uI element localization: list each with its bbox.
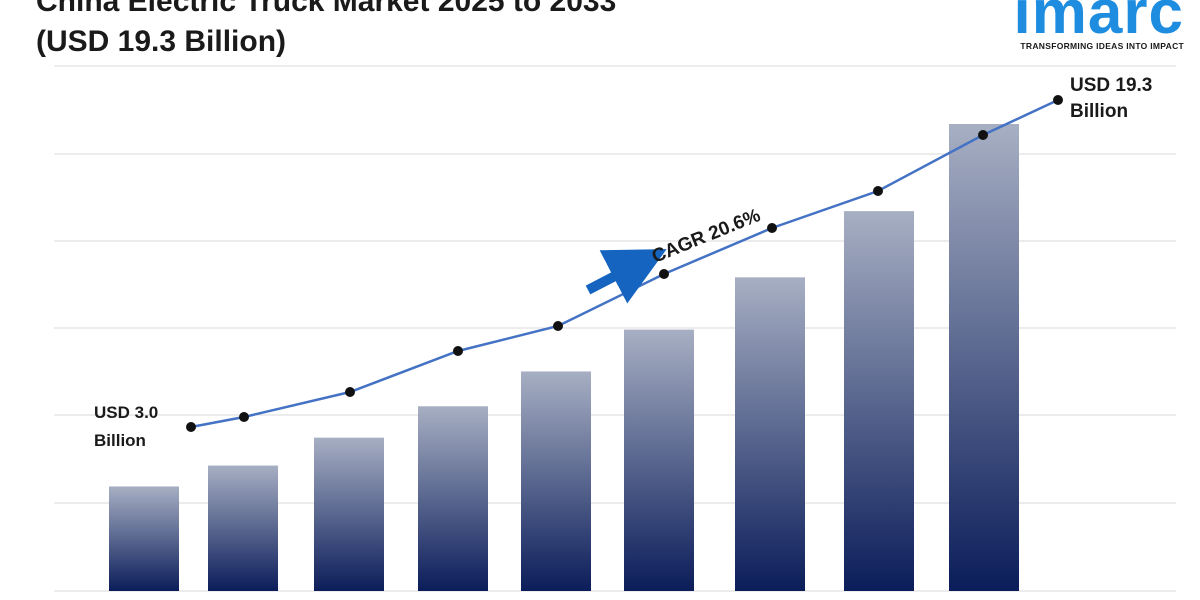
bar-8 [844,211,914,591]
chart-subtitle: (USD 19.3 Billion) [36,25,287,58]
bar-7 [735,277,805,591]
bar-4 [418,406,488,591]
trend-point-9 [978,130,988,140]
trend-point-2 [239,412,249,422]
logo-wordmark: imarc [1013,0,1184,47]
trend-point-8 [873,186,883,196]
bar-6 [624,329,694,591]
trend-point-6 [659,269,669,279]
bar-5 [521,371,591,591]
start-value-label-line1: USD 3.0 [94,403,158,422]
trend-point-10 [1053,95,1063,105]
bar-1 [109,486,179,591]
trend-point-4 [453,346,463,356]
trend-point-1 [186,422,196,432]
trend-point-7 [767,223,777,233]
end-value-label-line1: USD 19.3 [1070,75,1152,96]
end-value-label-line2: Billion [1070,101,1128,122]
cagr-arrow [585,249,667,304]
chart-title: China Electric Truck Market 2025 to 2033 [36,0,617,18]
trend-point-3 [345,387,355,397]
logo-tagline: TRANSFORMING IDEAS INTO IMPACT [1020,41,1184,51]
start-value-label-line2: Billion [94,431,146,450]
bar-9 [949,124,1019,591]
bar-2 [208,465,278,591]
bars [109,124,1019,591]
bar-3 [314,437,384,591]
cagr-label: CAGR 20.6% [649,205,764,268]
trend-point-5 [553,321,563,331]
